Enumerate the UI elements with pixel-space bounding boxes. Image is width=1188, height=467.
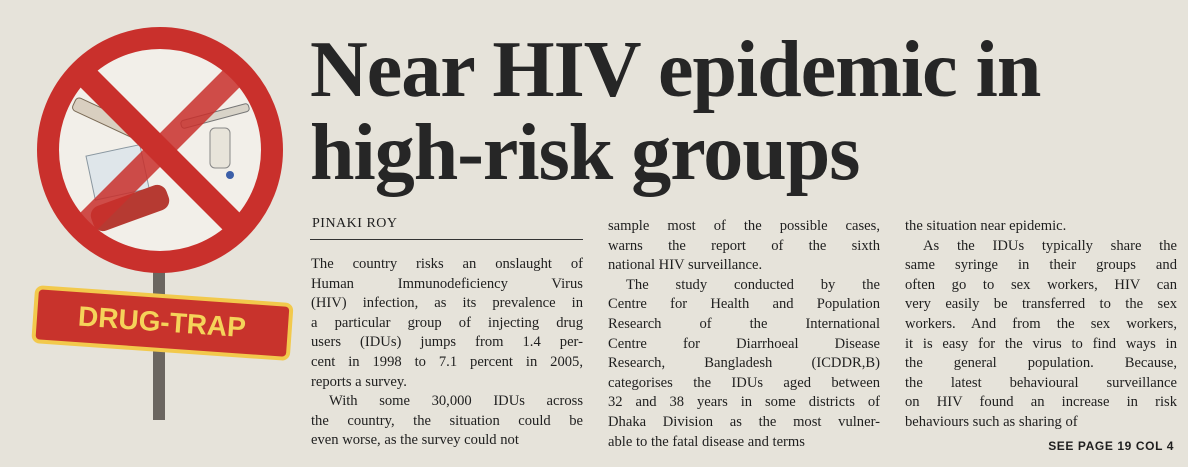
text-line: workers. And from the sex workers,	[905, 315, 1177, 332]
slash	[69, 59, 251, 241]
headline: Near HIV epidemic in	[310, 26, 1041, 114]
text-line: The country risks an onslaught of	[311, 256, 583, 272]
jump-line: SEE PAGE 19 COL 4	[1048, 439, 1174, 453]
text-line: users (IDUs) jumps from 1.4 per-	[311, 334, 583, 351]
text-line: 32 and 38 years in some districts of	[608, 394, 880, 411]
text-line: Research, Bangladesh (ICDDR,B)	[608, 355, 880, 372]
text-line: the situation near epidemic.	[905, 218, 1067, 234]
text-line: the general population. Because,	[905, 355, 1177, 372]
text-line: national HIV surveillance.	[608, 257, 763, 274]
text-line: sample most of the possible cases,	[608, 218, 880, 234]
text-line: categorises the IDUs aged between	[608, 374, 880, 391]
text-line: on HIV found an increase in risk	[905, 394, 1177, 411]
text-line: Research of the International	[608, 315, 880, 332]
text-line: often go to sex workers, HIV can	[905, 276, 1177, 293]
text-line: even worse, as the survey could not	[311, 432, 519, 449]
illustration: DRUG-TRAP	[31, 27, 294, 420]
text-line: Dhaka Division as the most vulner-	[608, 413, 880, 430]
text-line: The study conducted by the	[626, 276, 880, 293]
text-line: it is easy for the virus to find ways in	[905, 335, 1177, 352]
column: the situation near epidemic. As the IDUs …	[905, 217, 1177, 433]
column: The country risks an onslaught of Human I…	[311, 255, 583, 451]
text-line: (HIV) infection, as its prevalence in	[311, 295, 583, 312]
text-line: As the IDUs typically share the	[923, 237, 1177, 254]
sign-board	[31, 285, 294, 361]
column: sample most of the possible cases, warns …	[608, 217, 880, 452]
byline-rule	[310, 239, 583, 240]
text-line: the country, the situation could be	[311, 412, 583, 429]
text-line: warns the report of the sixth	[608, 237, 880, 254]
text-line: able to the fatal disease and terms	[608, 433, 805, 450]
text-line: Centre for Health and Population	[608, 296, 880, 313]
text-line: the latest behavioural surveillance	[905, 374, 1177, 391]
text-line: very easily be transferred to the sex	[905, 296, 1177, 313]
text-line: behaviours such as sharing of	[905, 413, 1078, 430]
text-line: With some 30,000 IDUs across	[329, 393, 583, 410]
text-line: cent in 1998 to 7.1 percent in 2005,	[311, 353, 583, 370]
text-line: reports a survey.	[311, 373, 407, 390]
text-line: a particular group of injecting drug	[311, 314, 583, 331]
byline: PINAKI ROY	[312, 216, 398, 231]
headline: high-risk groups	[310, 109, 860, 197]
text-line: Human Immunodeficiency Virus	[311, 275, 583, 292]
text-line: Centre for Diarrhoeal Disease	[608, 335, 880, 352]
text-line: same syringe in their groups and	[905, 257, 1177, 274]
